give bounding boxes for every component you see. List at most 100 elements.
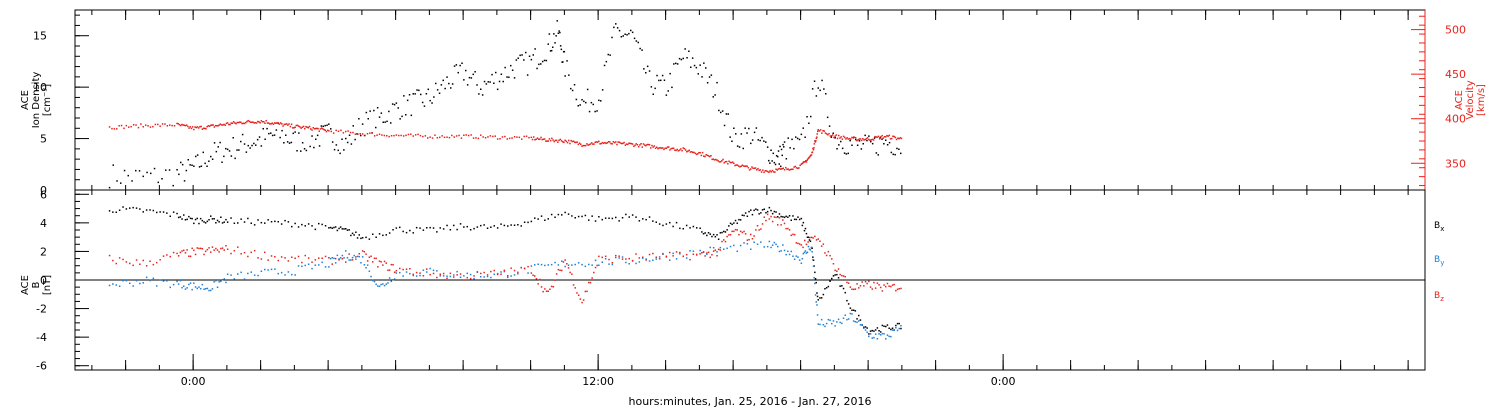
bx-series-point <box>412 232 414 234</box>
velocity-series-point <box>734 164 736 167</box>
density-series-point <box>450 87 452 89</box>
by-series-point <box>284 274 286 276</box>
by-series-point <box>837 318 840 321</box>
velocity-series-point <box>859 138 862 140</box>
density-axis-tick-label: 5 <box>40 133 47 146</box>
density-series-point <box>420 93 422 96</box>
velocity-series-point <box>602 142 605 144</box>
by-series-point <box>898 327 900 330</box>
bx-series-point <box>122 206 124 208</box>
by-series-point <box>642 257 644 259</box>
velocity-series-point <box>453 136 455 138</box>
velocity-series-point <box>728 160 730 162</box>
velocity-series-point <box>657 147 659 150</box>
by-series-point <box>208 289 210 292</box>
velocity-series-point <box>229 123 231 126</box>
velocity-series-point <box>206 125 208 128</box>
density-series-point <box>241 133 244 136</box>
bz-series-point <box>819 240 821 242</box>
by-series-point <box>377 285 379 287</box>
velocity-series-point <box>836 137 839 140</box>
velocity-series-point <box>422 135 424 138</box>
by-series-point <box>220 280 222 283</box>
x-tick-label: 0:00 <box>991 375 1016 388</box>
by-series-point <box>825 322 828 325</box>
velocity-series-point <box>681 150 683 152</box>
velocity-series-point <box>787 168 789 170</box>
velocity-series-point <box>809 155 811 158</box>
bx-series-point <box>517 224 519 226</box>
density-series-point <box>410 114 413 117</box>
bz-series-point <box>156 261 158 264</box>
bz-series-point <box>297 255 300 258</box>
bx-series-point <box>179 216 182 218</box>
velocity-series-point <box>551 137 553 140</box>
velocity-series-point <box>625 143 628 145</box>
velocity-series-point <box>812 149 815 151</box>
by-series-point <box>547 264 549 266</box>
by-series-point <box>802 252 805 255</box>
bx-series-point <box>399 226 401 229</box>
bx-series-point <box>866 327 868 329</box>
density-series-point <box>345 137 347 140</box>
bx-series-point <box>814 271 816 274</box>
density-series-point <box>108 186 111 189</box>
by-series-point <box>304 264 306 267</box>
bz-series-point <box>490 270 492 273</box>
bz-series-point <box>189 255 192 258</box>
bz-series-point <box>375 257 377 260</box>
by-series-point <box>788 253 791 256</box>
by-series-point <box>868 335 870 338</box>
bz-series-point <box>800 244 803 246</box>
density-series-point <box>393 103 396 106</box>
bz-series-point <box>863 285 865 287</box>
velocity-series-point <box>531 138 534 141</box>
velocity-series-point <box>802 162 804 164</box>
density-series-point <box>421 101 424 104</box>
bx-series-point <box>856 318 858 320</box>
velocity-series-point <box>120 124 123 127</box>
by-series-point <box>301 265 303 268</box>
bz-series-point <box>706 252 708 254</box>
velocity-series-point <box>266 122 269 124</box>
density-series-point <box>225 147 227 150</box>
velocity-series-point <box>627 143 629 146</box>
density-series-point <box>266 127 268 130</box>
velocity-series-point <box>448 136 451 139</box>
by-series-point <box>577 262 580 264</box>
bz-series-point <box>888 285 890 287</box>
bx-series-point <box>145 209 148 211</box>
velocity-series-point <box>760 171 763 173</box>
bx-series <box>108 206 902 335</box>
velocity-series-point <box>648 144 651 146</box>
by-series-point <box>864 329 867 331</box>
velocity-series-point <box>610 142 612 145</box>
by-series-point <box>766 245 769 248</box>
bz-series-point <box>685 253 688 256</box>
density-series-point <box>637 41 639 44</box>
density-series-point <box>305 149 308 152</box>
density-series-point <box>468 76 471 79</box>
by-series-point <box>270 268 273 271</box>
bx-series-point <box>356 237 359 239</box>
velocity-series-point <box>584 144 587 147</box>
bx-series-point <box>189 217 192 220</box>
bx-series-point <box>581 215 583 218</box>
by-series-point <box>218 281 220 283</box>
bx-series-point <box>436 231 438 233</box>
density-series-point <box>751 139 754 141</box>
bz-series-point <box>390 263 393 266</box>
density-series-point <box>577 105 579 107</box>
bz-series-point <box>210 251 212 253</box>
density-series-point <box>127 174 129 177</box>
velocity-series-point <box>854 137 857 139</box>
velocity-series-point <box>125 124 128 127</box>
bx-series-point <box>854 310 857 312</box>
density-series-point <box>750 142 752 145</box>
bz-series-point <box>203 253 205 256</box>
velocity-series-point <box>828 132 830 135</box>
velocity-series-point <box>306 126 308 128</box>
bz-series-point <box>162 255 165 257</box>
bz-series-point <box>493 269 495 272</box>
bx-series-point <box>520 225 522 227</box>
